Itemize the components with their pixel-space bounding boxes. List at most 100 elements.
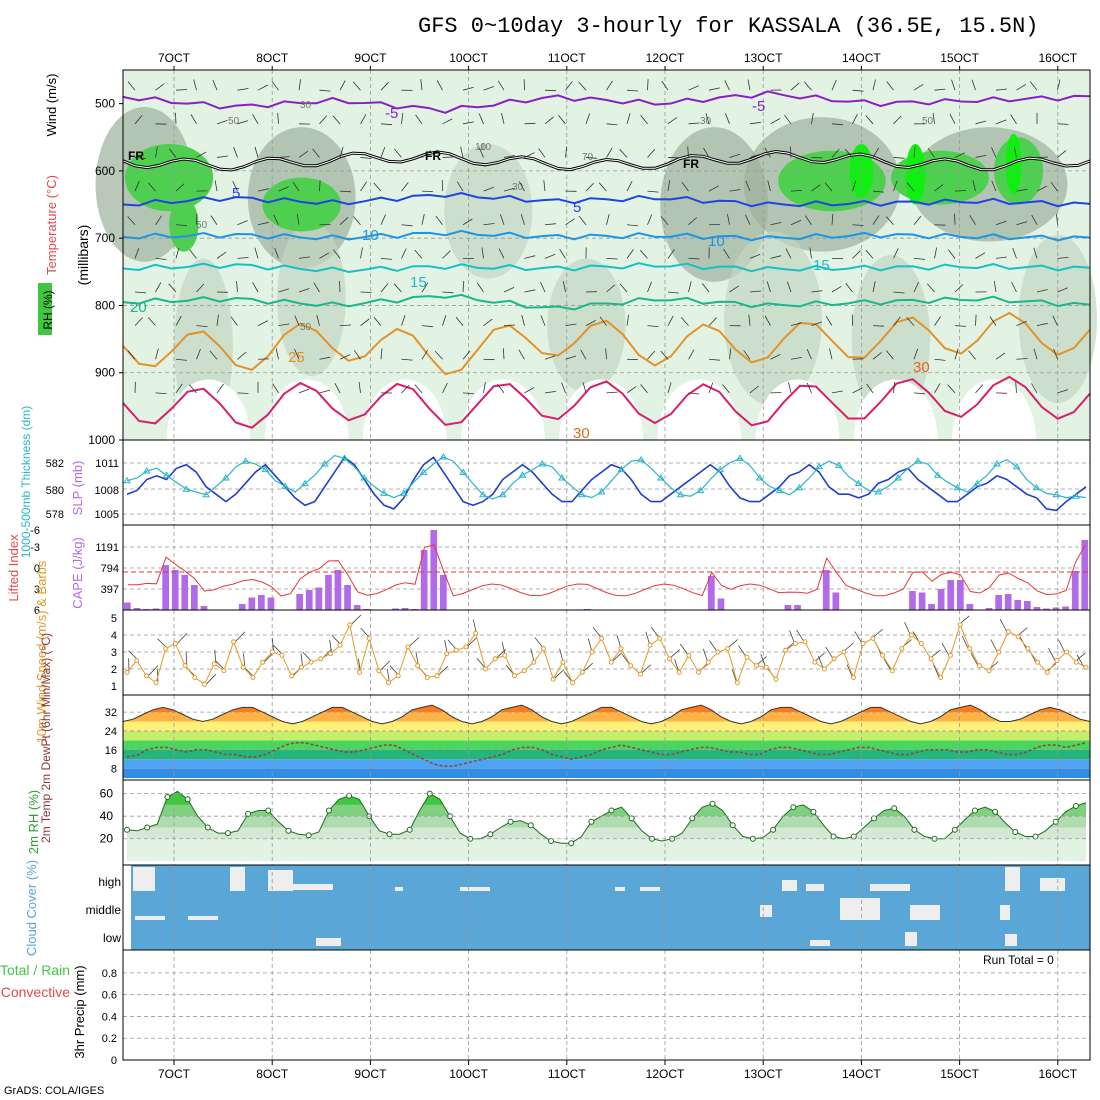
wind-barb bbox=[703, 147, 710, 158]
rh2m-panel: 60 40 20 bbox=[100, 779, 1091, 866]
wind10-point bbox=[347, 622, 353, 628]
thickness-point bbox=[716, 465, 725, 473]
wind-barb bbox=[134, 157, 147, 159]
wind-barb bbox=[353, 349, 361, 360]
wind10-point bbox=[618, 646, 624, 652]
ytick-label: 4 bbox=[111, 630, 117, 642]
wind10-point bbox=[444, 651, 450, 657]
wind-barb bbox=[852, 89, 864, 92]
wind-barb bbox=[442, 315, 447, 326]
wind-barb bbox=[585, 182, 594, 192]
wind-barb bbox=[544, 355, 556, 360]
thickness-point bbox=[1012, 462, 1021, 470]
wind10-barb bbox=[846, 664, 853, 678]
cape-bar bbox=[315, 587, 323, 610]
precip-frame bbox=[122, 949, 1091, 1061]
wind-barb bbox=[257, 188, 269, 192]
wind10-point bbox=[357, 669, 362, 675]
wind10-point bbox=[211, 661, 217, 667]
wind10-point bbox=[754, 663, 760, 669]
xtick-label-top: 14OCT bbox=[842, 51, 881, 65]
wind-barb bbox=[865, 249, 874, 259]
wind-barb bbox=[421, 282, 429, 293]
wind-barb bbox=[319, 252, 330, 259]
isotherm-20 bbox=[122, 293, 1091, 311]
wind-barb bbox=[278, 186, 289, 192]
cape-bar bbox=[392, 608, 399, 610]
wind-barb bbox=[722, 384, 730, 394]
wind-barb bbox=[193, 79, 197, 91]
ylabel-wind10: 10m Wind Speed (m/s) & Barbs bbox=[34, 560, 49, 743]
wind-barb bbox=[995, 220, 1007, 226]
wind-barb bbox=[277, 112, 279, 124]
rh2m-point bbox=[406, 826, 413, 833]
thickness-point bbox=[637, 455, 645, 463]
wind10-point bbox=[938, 675, 944, 680]
wind-barb bbox=[1010, 114, 1017, 125]
wind10-barb bbox=[437, 665, 449, 677]
time-axes: 7OCT 7OCT 8OCT 8OCT 9OCT 9OCT 10OCT 10OCT 11OCT 1… bbox=[158, 51, 1078, 1081]
wind-barb bbox=[770, 222, 782, 226]
temp-band bbox=[123, 730, 1090, 741]
wind10-point bbox=[570, 680, 576, 686]
wind-barb bbox=[927, 148, 935, 158]
wind-barb bbox=[893, 180, 898, 192]
wind-barb bbox=[926, 283, 935, 293]
cape-bar bbox=[171, 570, 179, 610]
ytick-label: 800 bbox=[95, 298, 115, 312]
wind-barb bbox=[312, 148, 320, 158]
ylabel-total-rain: Total / Rain bbox=[0, 962, 70, 978]
wind-barb bbox=[1015, 381, 1017, 393]
isotherm-label: -5 bbox=[752, 98, 765, 115]
wind-barb bbox=[969, 215, 976, 225]
rh-band bbox=[127, 816, 1086, 828]
wind-barb bbox=[401, 248, 407, 259]
wind10-point bbox=[599, 635, 605, 641]
temp-bands bbox=[123, 705, 1090, 778]
cloud-gap bbox=[1005, 934, 1017, 946]
wind-barb bbox=[298, 288, 310, 293]
rh-contour-label: 10 bbox=[480, 142, 492, 153]
thickness-point bbox=[736, 454, 744, 461]
wind-barb bbox=[319, 356, 331, 360]
wind-barb bbox=[688, 349, 695, 360]
wind10-barb bbox=[904, 622, 911, 636]
rh2m-point bbox=[184, 796, 191, 803]
wind-barb bbox=[175, 112, 177, 124]
isotherm-label: 30 bbox=[573, 425, 590, 442]
rh2m-point bbox=[124, 826, 130, 833]
wind-barb bbox=[626, 314, 629, 326]
wind-barb bbox=[803, 81, 812, 91]
wind10-barb bbox=[789, 630, 795, 644]
cape-bar bbox=[708, 576, 715, 610]
cape-bar bbox=[267, 597, 275, 610]
ytick-label: 794 bbox=[101, 563, 119, 575]
isotherm-30 bbox=[122, 375, 1091, 429]
wind-barb bbox=[949, 113, 956, 125]
wind10-point bbox=[512, 673, 517, 679]
wind-barb bbox=[483, 382, 486, 393]
wind10-point bbox=[163, 646, 169, 652]
isotherm-label: 30 bbox=[913, 359, 930, 376]
wind-barb bbox=[724, 80, 730, 91]
xtick-label-top: 7OCT bbox=[158, 51, 191, 65]
wind-barb bbox=[559, 248, 566, 259]
cloud-gap bbox=[316, 938, 341, 946]
wind-barb bbox=[606, 391, 618, 394]
upper-air-panel: FR FR FR -5 5 10 15 20 25 30 30 15 10 5 -5 30 50 10 30 50 50… bbox=[88, 69, 1097, 447]
thickness-point bbox=[933, 471, 942, 478]
wind-barb bbox=[727, 213, 730, 225]
wind-barb bbox=[237, 220, 248, 226]
wind-barb bbox=[360, 157, 372, 159]
thickness-point bbox=[538, 460, 547, 467]
wind-barb bbox=[339, 217, 349, 226]
cape-li-panel: -6 -3 0 3 6 1191 794 397 bbox=[30, 524, 1091, 617]
cape-bar bbox=[784, 605, 792, 610]
run-total: Run Total = 0 bbox=[983, 953, 1054, 967]
wind10-point bbox=[250, 675, 256, 680]
ytick-label: 16 bbox=[105, 745, 117, 757]
cloud-gap bbox=[870, 884, 910, 891]
wind-barb bbox=[723, 248, 730, 259]
xtick-label-bottom: 16OCT bbox=[1038, 1067, 1077, 1081]
wind-barb bbox=[134, 291, 147, 294]
